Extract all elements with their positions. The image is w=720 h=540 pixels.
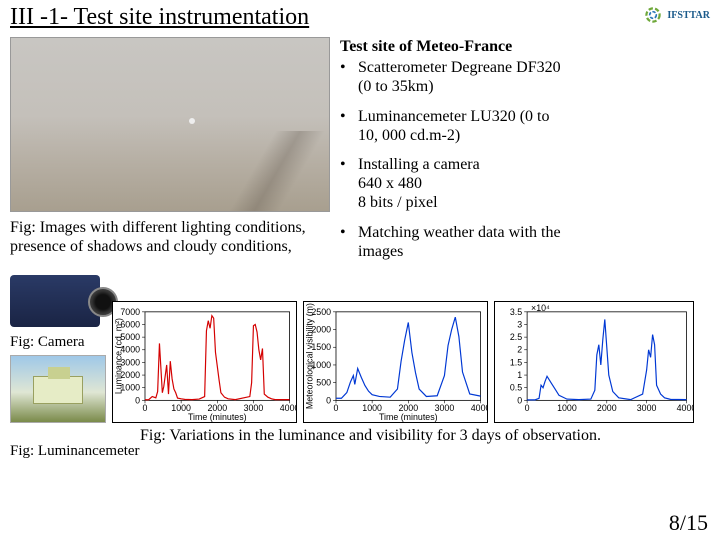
bullet-item: •Matching weather data with theimages <box>340 223 710 261</box>
svg-text:0: 0 <box>143 403 148 413</box>
svg-text:3000: 3000 <box>637 403 657 413</box>
bullet-list: Test site of Meteo-France •Scatterometer… <box>340 37 710 271</box>
svg-text:3.5: 3.5 <box>510 307 522 317</box>
camera-caption: Fig: Camera <box>10 333 106 351</box>
slide-title: III -1- Test site instrumentation <box>10 4 309 31</box>
ifsttar-logo: IFSTTAR <box>642 4 710 26</box>
svg-text:4000: 4000 <box>280 403 296 413</box>
svg-text:×10⁴: ×10⁴ <box>531 303 550 313</box>
bullet-item: •Luminancemeter LU320 (0 to10, 000 cd.m-… <box>340 107 710 145</box>
svg-text:4000: 4000 <box>471 403 487 413</box>
luminance-chart: 0100020003000400001000200030004000500060… <box>112 301 297 423</box>
svg-text:0: 0 <box>517 395 522 405</box>
svg-text:4000: 4000 <box>677 403 693 413</box>
svg-text:2000: 2000 <box>597 403 617 413</box>
fog-caption: Fig: Images with different lighting cond… <box>10 218 330 256</box>
svg-text:3: 3 <box>517 319 522 329</box>
luminancemeter-photo <box>10 355 106 423</box>
svg-text:7000: 7000 <box>120 307 140 317</box>
visibility-chart: 0100020003000400005001000150020002500Tim… <box>303 301 488 423</box>
svg-text:500: 500 <box>316 377 331 387</box>
svg-text:0: 0 <box>135 395 140 405</box>
svg-text:0.5: 0.5 <box>510 383 522 393</box>
page-number: 8/15 <box>669 510 708 536</box>
logo-text: IFSTTAR <box>667 10 710 21</box>
bullets-heading: Test site of Meteo-France <box>340 37 710 56</box>
svg-text:1000: 1000 <box>557 403 577 413</box>
luminancemeter-caption: Fig: Luminancemeter <box>10 443 710 460</box>
svg-text:Meteorological visibility (m): Meteorological visibility (m) <box>304 303 314 409</box>
svg-text:1.5: 1.5 <box>510 357 522 367</box>
bullet-item: •Installing a camera640 x 4808 bits / pi… <box>340 155 710 213</box>
svg-text:0: 0 <box>334 403 339 413</box>
svg-text:Time (minutes): Time (minutes) <box>379 412 438 422</box>
svg-text:0: 0 <box>326 395 331 405</box>
svg-text:1: 1 <box>517 370 522 380</box>
svg-text:2.5: 2.5 <box>510 332 522 342</box>
camera-photo <box>10 275 100 327</box>
fog-photo <box>10 37 330 212</box>
svg-text:0: 0 <box>525 403 530 413</box>
third-chart: 0100020003000400000.511.522.533.5×10⁴ <box>494 301 694 423</box>
svg-text:2: 2 <box>517 345 522 355</box>
bullet-item: •Scatterometer Degreane DF320(0 to 35km) <box>340 58 710 96</box>
svg-text:Time (minutes): Time (minutes) <box>188 412 247 422</box>
svg-text:Luminance (cd. m²): Luminance (cd. m²) <box>113 318 123 394</box>
